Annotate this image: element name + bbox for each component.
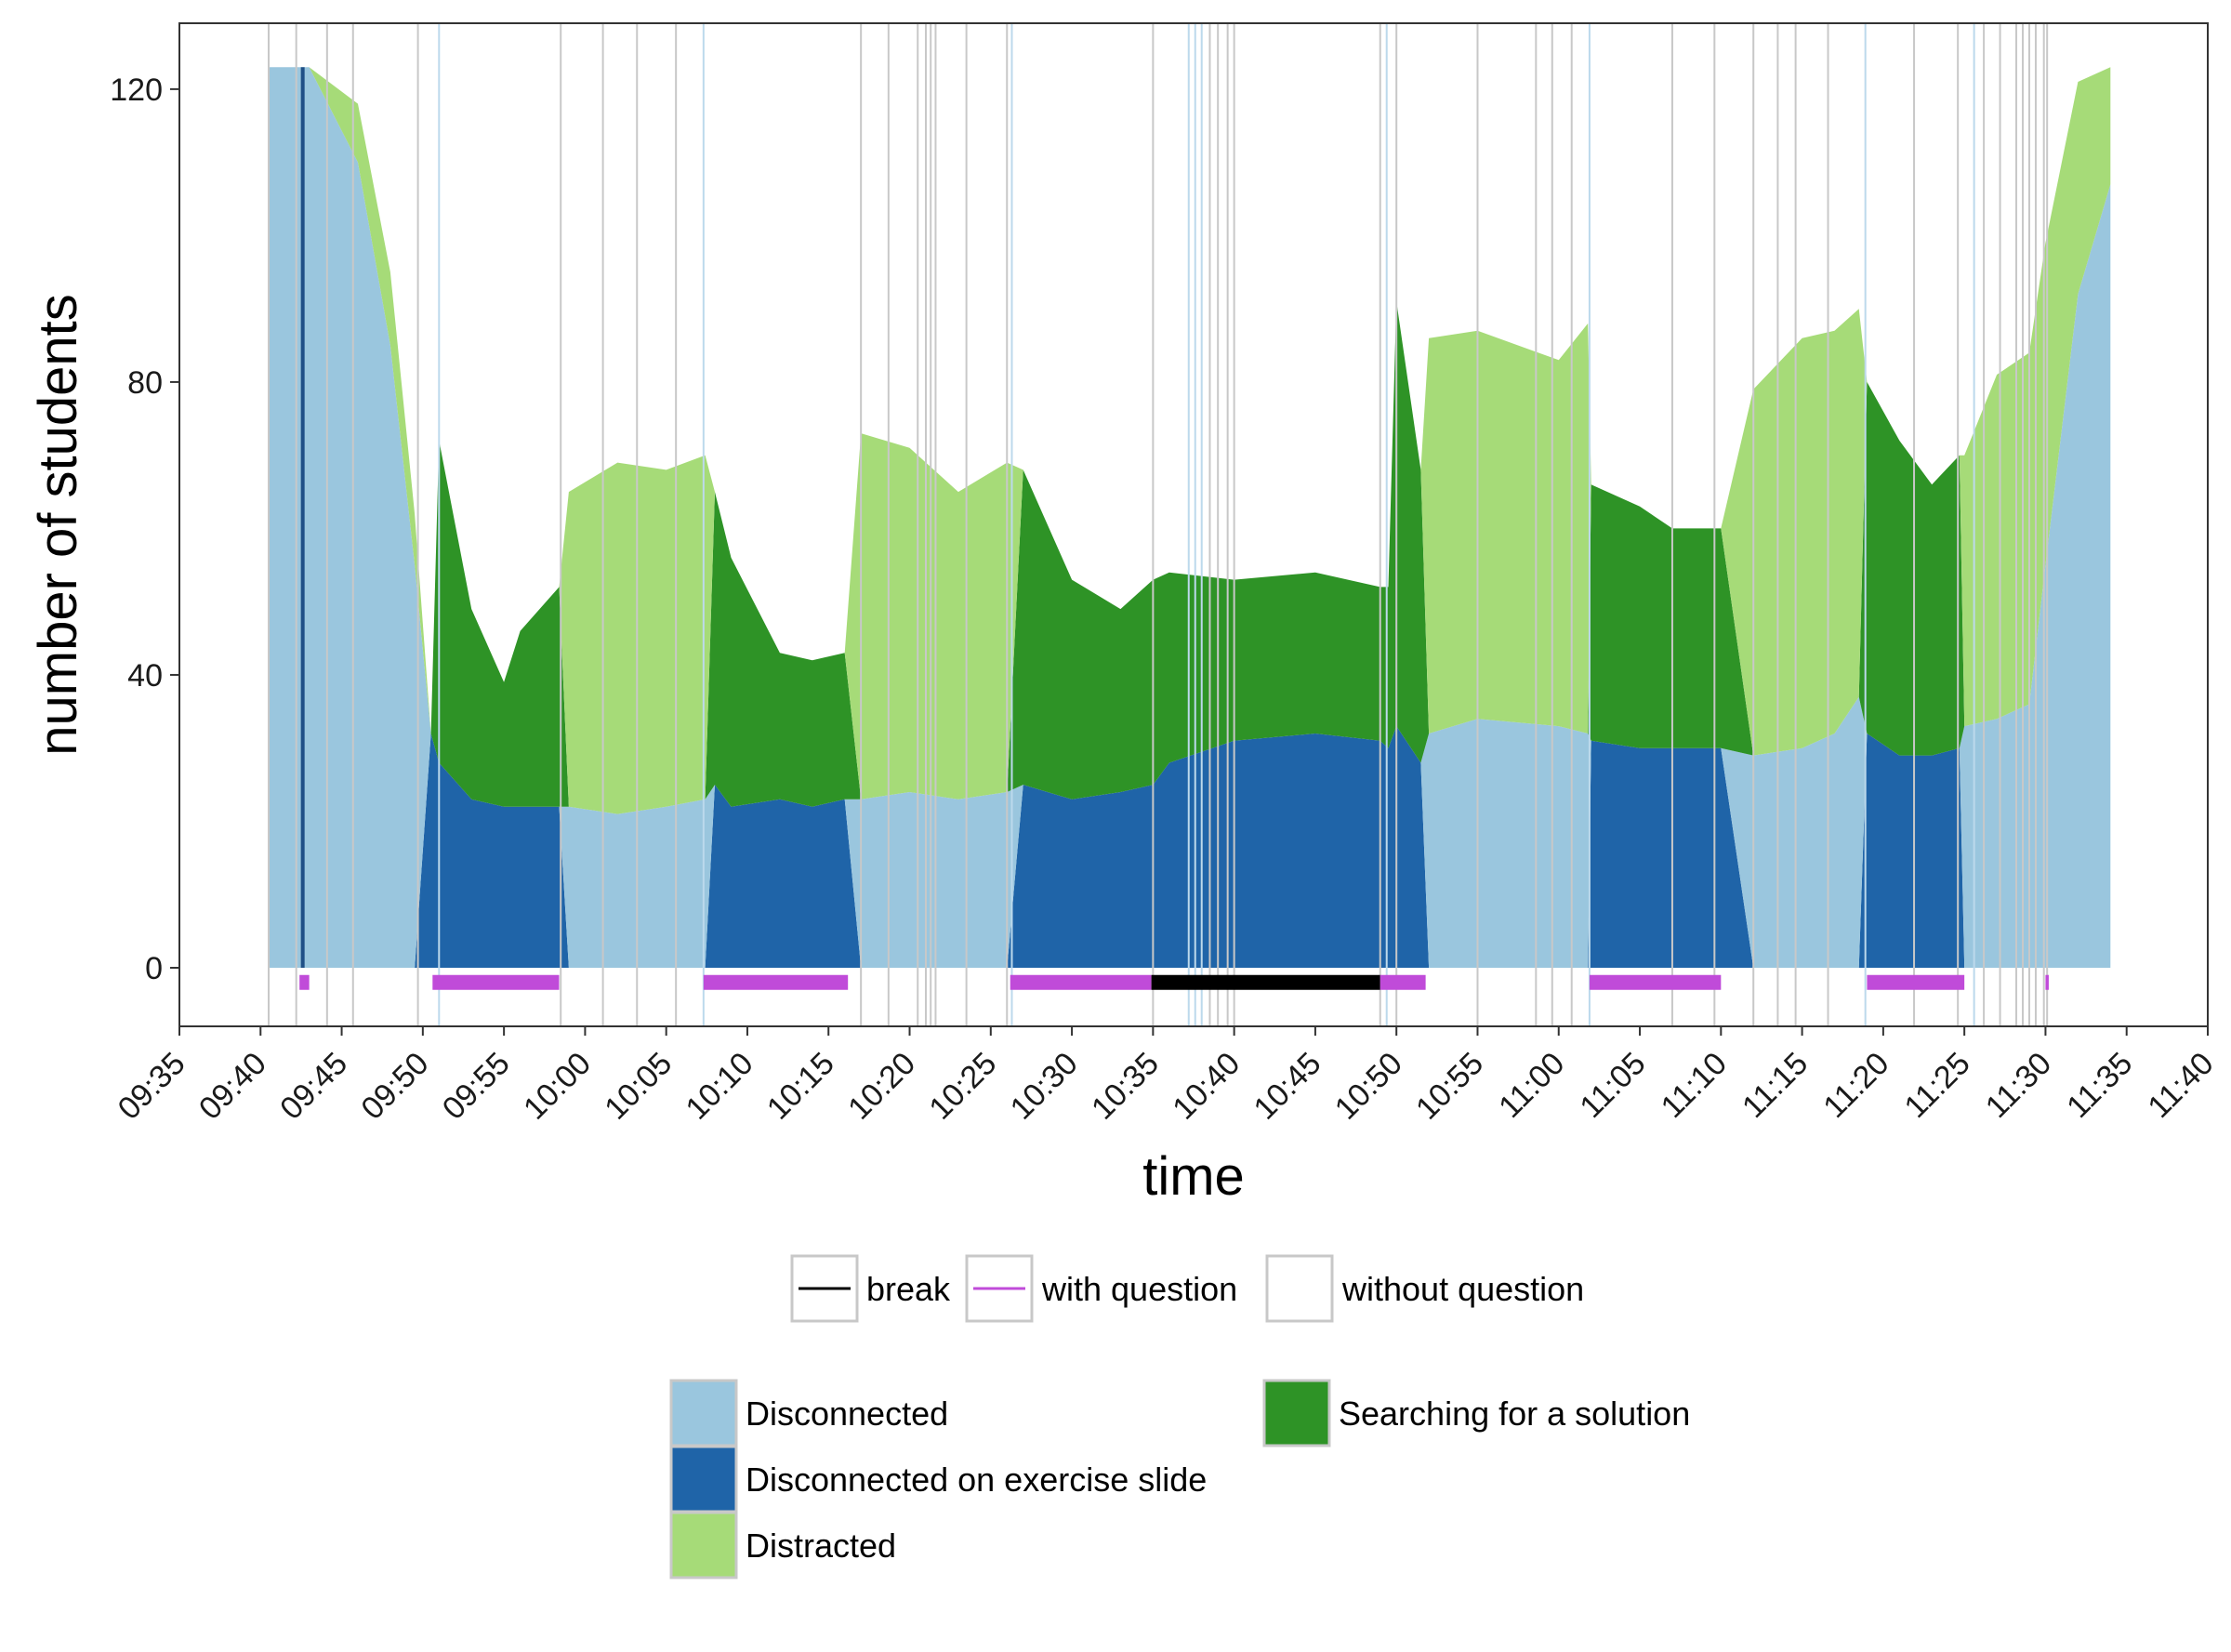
segment-break [1151,974,1380,990]
legend-label: without question [1341,1270,1584,1308]
line-legend-item: with question [965,1254,1237,1323]
fill-legend: Disconnected Disconnected on exercise sli… [669,1379,1690,1579]
session-segments [299,974,2049,990]
segment-with-question [2045,974,2049,990]
legend-swatch [669,1379,738,1447]
line-legend-item: without question [1265,1254,1584,1323]
legend-swatch [669,1511,738,1579]
legend-label: Searching for a solution [1339,1394,1690,1433]
area-searching-for-a-solution [269,67,2111,814]
segment-with-question [703,974,849,990]
fill-legend-item: Disconnected [669,1379,948,1447]
line-legend-item: break [790,1254,951,1323]
fill-legend-item: Searching for a solution [1262,1379,1690,1447]
y-tick-label: 80 [127,365,163,401]
y-tick-label: 40 [127,658,163,694]
segment-with-question [1589,974,1722,990]
legend-label: with question [1041,1270,1237,1308]
legend-swatch [669,1445,738,1513]
legend-label: Disconnected [746,1394,948,1433]
area-distracted [269,67,2111,814]
y-tick-label: 120 [110,73,163,108]
fill-legend-item: Disconnected on exercise slide [669,1445,1207,1513]
y-tick-label: 0 [145,951,163,986]
legend-label: Distracted [746,1526,896,1565]
y-axis: 0 40 80 120 [110,73,179,986]
segment-with-question [299,974,310,990]
legend-swatch [1262,1379,1331,1447]
line-legend: break with question without question [790,1254,1584,1323]
segment-with-question [1380,974,1426,990]
legend-label: Disconnected on exercise slide [746,1460,1207,1499]
segment-with-question [432,974,560,990]
plot-panel [178,22,2209,1027]
fill-legend-item: Distracted [669,1511,896,1579]
segment-with-question [1010,974,1152,990]
x-axis-title: time [1142,1146,1245,1207]
segment-with-question [1867,974,1965,990]
y-axis-title: number of students [28,294,88,756]
event-lines [268,23,2049,1026]
legend-label: break [866,1270,951,1308]
